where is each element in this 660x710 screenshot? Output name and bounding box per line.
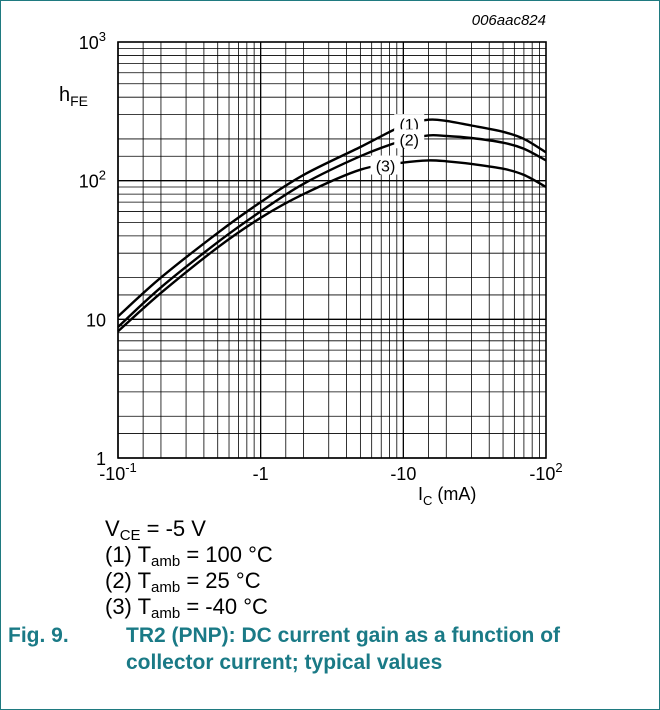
series-3-label: (3) — [376, 159, 396, 176]
x-tick-label: -102 — [529, 460, 562, 484]
conditions-notes: VCE = -5 V (1) Tamb = 100 °C (2) Tamb = … — [105, 516, 273, 622]
x-tick-base: -1 — [253, 464, 269, 484]
series-3-label-bg — [370, 155, 401, 175]
series-1-line — [117, 118, 547, 318]
y-axis-label-sub: FE — [70, 93, 88, 109]
y-tick-label: 1 — [96, 449, 106, 469]
y-tick-base: 10 — [86, 310, 106, 330]
y-tick-exponent: 3 — [99, 29, 106, 44]
note-vce: VCE = -5 V — [105, 516, 206, 544]
series-2-line — [117, 133, 547, 328]
x-tick-exponent: -1 — [125, 460, 137, 475]
x-tick-exponent: 2 — [555, 460, 562, 475]
series-3-line — [117, 159, 547, 333]
y-tick-exponent: 2 — [99, 168, 106, 183]
figure-number: Fig. 9. — [8, 624, 69, 647]
chart-grid — [117, 42, 546, 459]
x-tick-base: -10 — [529, 464, 555, 484]
y-tick-label: 103 — [79, 29, 106, 53]
y-tick-label: 102 — [79, 168, 106, 192]
note-curve-2: (2) Tamb = 25 °C — [105, 568, 261, 596]
x-tick-base: -10 — [99, 464, 125, 484]
y-tick-base: 1 — [96, 449, 106, 469]
note-curve-3: (3) Tamb = -40 °C — [105, 594, 268, 622]
x-axis-label-sub: C — [423, 493, 432, 508]
x-tick-label: -1 — [253, 464, 269, 484]
y-tick-base: 10 — [79, 172, 99, 192]
y-tick-base: 10 — [79, 33, 99, 53]
y-axis-label: hFE — [59, 84, 88, 109]
series-2-label-bg — [394, 129, 425, 149]
y-axis-label-symbol: h — [59, 84, 70, 106]
x-tick-label: -10-1 — [99, 460, 137, 484]
series-1-label-bg — [394, 114, 425, 134]
figure-caption-text: TR2 (PNP): DC current gain as a function… — [126, 624, 561, 674]
note-curve-1: (1) Tamb = 100 °C — [105, 542, 273, 570]
series-2-label: (2) — [399, 132, 419, 149]
x-tick-base: -10 — [390, 464, 416, 484]
y-tick-label: 10 — [86, 310, 106, 330]
x-axis-label: IC (mA) — [418, 484, 476, 508]
x-axis-label-unit: (mA) — [432, 484, 476, 504]
x-axis-label-symbol: I — [418, 484, 423, 504]
x-tick-label: -10 — [390, 464, 416, 484]
series-layer: (1)(2)(3) — [117, 114, 547, 333]
plot-area — [117, 41, 547, 459]
figure-code: 006aac824 — [472, 12, 546, 29]
